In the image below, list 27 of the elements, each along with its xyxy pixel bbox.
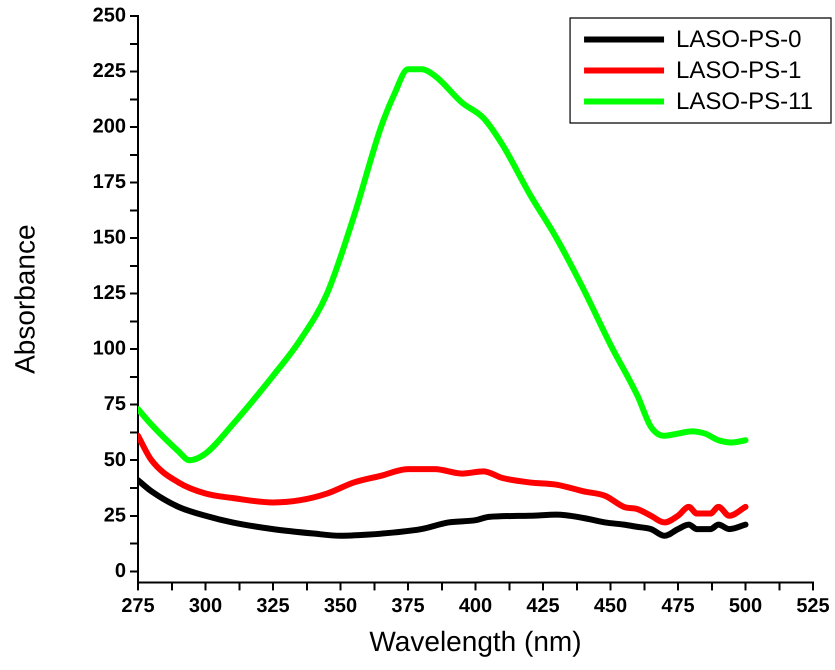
- y-tick-label: 25: [104, 504, 126, 526]
- y-tick-label: 125: [92, 282, 126, 304]
- x-tick-label: 475: [661, 594, 695, 617]
- x-tick-label: 525: [796, 594, 830, 617]
- y-tick-label: 225: [92, 60, 126, 82]
- x-tick-label: 300: [188, 594, 222, 617]
- y-tick-label: 0: [114, 560, 126, 582]
- legend-label: LASO-PS-0: [676, 26, 802, 54]
- x-tick-label: 375: [391, 594, 425, 617]
- x-tick-label: 500: [728, 594, 762, 617]
- legend-label: LASO-PS-1: [676, 57, 802, 84]
- y-tick-label: 100: [92, 338, 126, 360]
- y-tick-label: 150: [92, 226, 126, 249]
- x-tick-label: 400: [458, 594, 492, 617]
- x-tick-label: 450: [594, 594, 628, 617]
- y-tick-label: 50: [104, 448, 126, 471]
- y-tick-label: 250: [92, 4, 126, 27]
- x-tick-label: 325: [256, 594, 290, 617]
- y-tick-label: 200: [92, 116, 126, 138]
- x-tick-label: 350: [324, 594, 358, 617]
- y-tick-label: 175: [92, 171, 126, 194]
- legend-label: LASO-PS-11: [676, 88, 814, 116]
- y-axis-title: Absorbance: [10, 224, 41, 374]
- x-tick-label: 275: [121, 594, 155, 617]
- y-tick-label: 75: [104, 393, 126, 416]
- x-tick-label: 425: [526, 594, 560, 617]
- x-axis-title: Wavelength (nm): [369, 626, 582, 657]
